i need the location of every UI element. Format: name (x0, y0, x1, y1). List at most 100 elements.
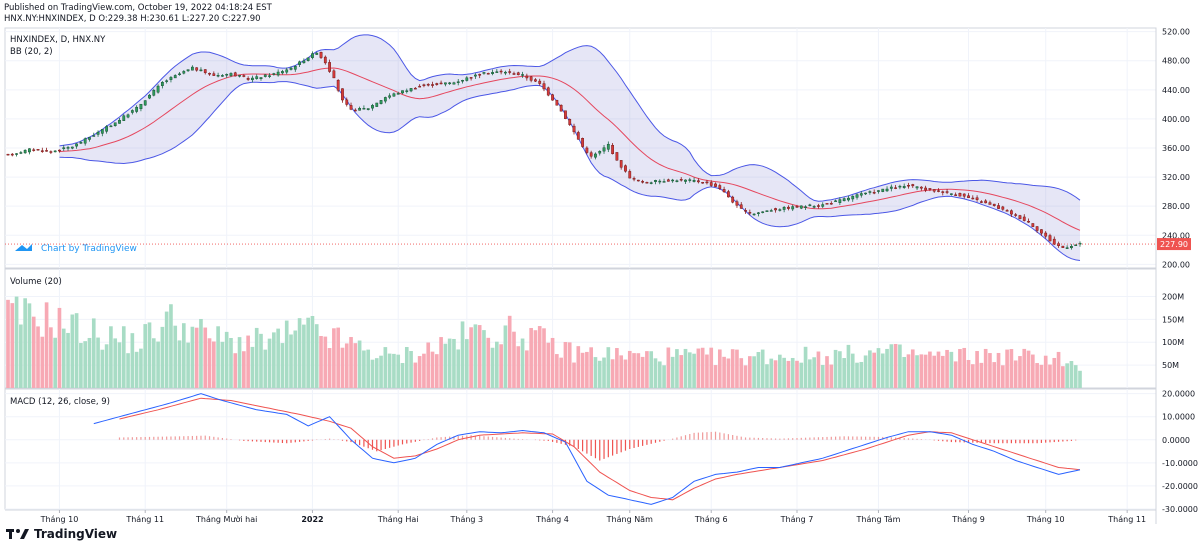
tradingview-logo[interactable]: TradingView (6, 527, 117, 541)
macd-pane-title: MACD (12, 26, close, 9) (10, 397, 110, 407)
candle-body (122, 115, 126, 121)
volume-bar (362, 350, 366, 388)
volume-bar (512, 331, 516, 388)
price-tick-label: 440.00 (1162, 86, 1190, 95)
candle-body (744, 210, 747, 212)
candle-body (229, 73, 233, 76)
volume-bar (1031, 354, 1035, 388)
volume-bar (289, 334, 293, 388)
volume-tick-label: 200M (1162, 292, 1184, 301)
candle (1048, 233, 1052, 242)
candle-body (362, 108, 366, 110)
volume-bar (276, 328, 280, 388)
candle-body (859, 193, 863, 196)
candle (268, 73, 271, 79)
volume-bar (293, 330, 298, 388)
candle-body (281, 71, 284, 74)
volume-bar (477, 325, 482, 388)
volume-bar (387, 353, 392, 388)
volume-bar (186, 342, 190, 388)
candle-body (139, 103, 143, 110)
volume-bar (790, 357, 795, 388)
volume-bar (164, 311, 169, 388)
volume-bar (850, 353, 855, 388)
candle-body (311, 53, 314, 58)
candle-body (448, 82, 452, 85)
volume-bar (237, 337, 242, 388)
candle-body (23, 149, 27, 154)
candle-body (32, 149, 36, 151)
candle (834, 199, 837, 202)
candle-body (418, 85, 422, 88)
volume-bar (765, 364, 769, 388)
candle (551, 93, 554, 101)
candle-body (516, 72, 520, 76)
volume-bar (10, 303, 15, 388)
candle-body (632, 178, 636, 180)
candle (701, 181, 705, 184)
candle (546, 86, 550, 97)
volume-bar (940, 355, 945, 388)
volume-bars (6, 296, 1082, 388)
candle (1035, 226, 1039, 233)
bb-basis-line (59, 67, 1081, 231)
candle-body (551, 94, 554, 101)
candle-body (499, 70, 503, 73)
candle (979, 200, 983, 204)
candle (1005, 209, 1009, 212)
candle (864, 192, 867, 195)
volume-bar (404, 347, 409, 388)
candle-body (165, 80, 169, 82)
volume-bar (66, 332, 70, 388)
volume-bar (503, 325, 508, 388)
volume-bar (975, 351, 979, 388)
volume-bar (426, 342, 431, 388)
candle-body (272, 73, 276, 75)
candle-body (615, 152, 619, 161)
candle (53, 150, 57, 153)
volume-bar (936, 351, 941, 388)
candle-body (409, 88, 413, 92)
volume-bar (250, 346, 255, 388)
candle-body (66, 147, 70, 149)
volume-bar (302, 324, 306, 388)
candle (778, 208, 782, 212)
volume-bar (396, 354, 401, 388)
volume-bar (79, 343, 83, 388)
volume-bar (572, 362, 576, 388)
candle (1061, 245, 1065, 248)
candle-body (851, 195, 855, 200)
candle-body (191, 66, 194, 71)
candle-body (1052, 238, 1056, 245)
candle (512, 71, 516, 75)
candle (611, 143, 614, 155)
candle-body (838, 199, 842, 203)
volume-bar (717, 349, 722, 388)
volume-bar (555, 354, 559, 388)
candle (559, 104, 563, 112)
candle-body (911, 184, 915, 187)
volume-bar (979, 362, 984, 388)
candle (1027, 218, 1030, 223)
candle-body (568, 119, 572, 125)
candle-body (585, 147, 589, 153)
volume-bar (820, 364, 825, 388)
candle (435, 82, 439, 86)
candle-body (675, 180, 679, 182)
volume-bar (1056, 351, 1061, 388)
candle-body (212, 73, 216, 76)
candle-body (937, 190, 940, 192)
candle-body (495, 71, 499, 73)
volume-bar (666, 347, 671, 388)
candle (842, 197, 846, 202)
macd-tick-label: -20.0000 (1162, 482, 1198, 491)
candle (662, 178, 666, 183)
price-tick-label: 240.00 (1162, 231, 1190, 240)
volume-bar (700, 347, 705, 388)
candle (645, 181, 649, 184)
volume-bar (1013, 360, 1018, 388)
candle (216, 72, 220, 78)
volume-bar (151, 338, 156, 388)
candle-body (765, 210, 769, 212)
